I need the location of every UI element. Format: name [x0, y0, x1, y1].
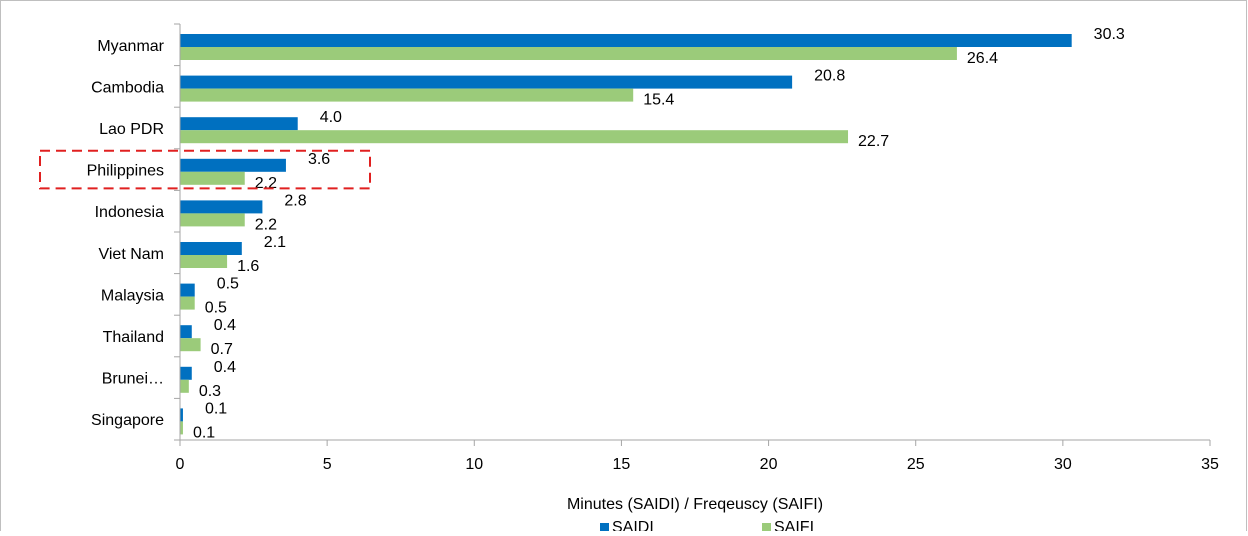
- bar-saifi: [180, 171, 245, 185]
- category-label: Myanmar: [97, 38, 164, 55]
- data-label-saidi: 20.8: [814, 68, 845, 85]
- data-label-saidi: 30.3: [1094, 26, 1125, 43]
- legend-label-saidi: SAIDI: [612, 519, 654, 531]
- bars-layer: [180, 34, 1072, 435]
- bar-saifi: [180, 379, 189, 393]
- data-label-saifi: 0.7: [211, 341, 233, 358]
- category-label: Philippines: [87, 163, 164, 180]
- bar-saidi: [180, 366, 192, 380]
- data-label-saifi: 15.4: [643, 92, 674, 109]
- data-label-saifi: 1.6: [237, 258, 259, 275]
- bar-saidi: [180, 34, 1072, 47]
- x-tick-label: 20: [760, 456, 778, 473]
- bar-saidi: [180, 117, 298, 131]
- bar-saifi: [180, 296, 195, 310]
- axis-layer: 0 5 10 15 20 25 30 35: [174, 23, 1219, 473]
- bar-saidi: [180, 408, 183, 422]
- labels-layer: Myanmar 30.3 26.4 Cambodia 20.8 15.4 Lao PDR 4.…: [39, 26, 1125, 441]
- data-label-saidi: 4.0: [320, 109, 342, 126]
- bar-saifi: [180, 338, 201, 352]
- data-label-saidi: 0.4: [214, 317, 236, 334]
- legend-swatch-saifi: [762, 523, 771, 532]
- x-tick-label: 5: [323, 456, 332, 473]
- data-label-saifi: 26.4: [967, 50, 998, 67]
- data-label-saidi: 2.1: [264, 234, 286, 251]
- data-label-saifi: 22.7: [858, 133, 889, 150]
- bar-saidi: [180, 283, 195, 297]
- x-tick-label: 35: [1201, 456, 1219, 473]
- x-axis-title: Minutes (SAIDI) / Freqeuscy (SAIFI): [567, 496, 823, 513]
- bar-saidi: [180, 75, 793, 89]
- data-label-saidi: 0.5: [217, 276, 239, 293]
- category-label: Lao PDR: [99, 121, 164, 138]
- bar-saifi: [180, 47, 957, 60]
- category-label: Indonesia: [95, 204, 164, 221]
- data-label-saifi: 2.2: [255, 216, 277, 233]
- category-label: Viet Nam: [98, 246, 164, 263]
- bar-saifi: [180, 213, 245, 227]
- data-label-saifi: 0.1: [193, 424, 215, 441]
- x-tick-label: 15: [613, 456, 631, 473]
- bar-saidi: [180, 242, 242, 255]
- data-label-saidi: 2.8: [284, 192, 306, 209]
- data-label-saidi: 3.6: [308, 151, 330, 168]
- category-label: Brunei…: [102, 371, 164, 388]
- highlight-box: [39, 149, 371, 190]
- data-label-saifi: 0.5: [205, 300, 227, 317]
- category-label: Singapore: [91, 412, 164, 429]
- bar-saifi: [180, 421, 183, 435]
- bar-saidi: [180, 325, 192, 339]
- bar-saidi: [180, 158, 286, 172]
- legend-swatch-saidi: [600, 523, 609, 532]
- data-label-saidi: 0.1: [205, 400, 227, 417]
- x-tick-label: 30: [1054, 456, 1072, 473]
- bar-saifi: [180, 88, 634, 102]
- x-tick-label: 25: [907, 456, 925, 473]
- bar-saidi: [180, 200, 263, 214]
- legend-label-saifi: SAIFI: [774, 519, 814, 531]
- category-label: Thailand: [103, 329, 164, 346]
- category-label: Cambodia: [91, 79, 164, 96]
- data-label-saidi: 0.4: [214, 359, 236, 376]
- category-label: Malaysia: [101, 287, 164, 304]
- legend: SAIDI SAIFI: [600, 519, 814, 536]
- x-tick-label: 10: [465, 456, 483, 473]
- bar-saifi: [180, 130, 849, 144]
- x-tick-label: 0: [176, 456, 185, 473]
- bar-saifi: [180, 255, 228, 268]
- data-label-saifi: 0.3: [199, 383, 221, 400]
